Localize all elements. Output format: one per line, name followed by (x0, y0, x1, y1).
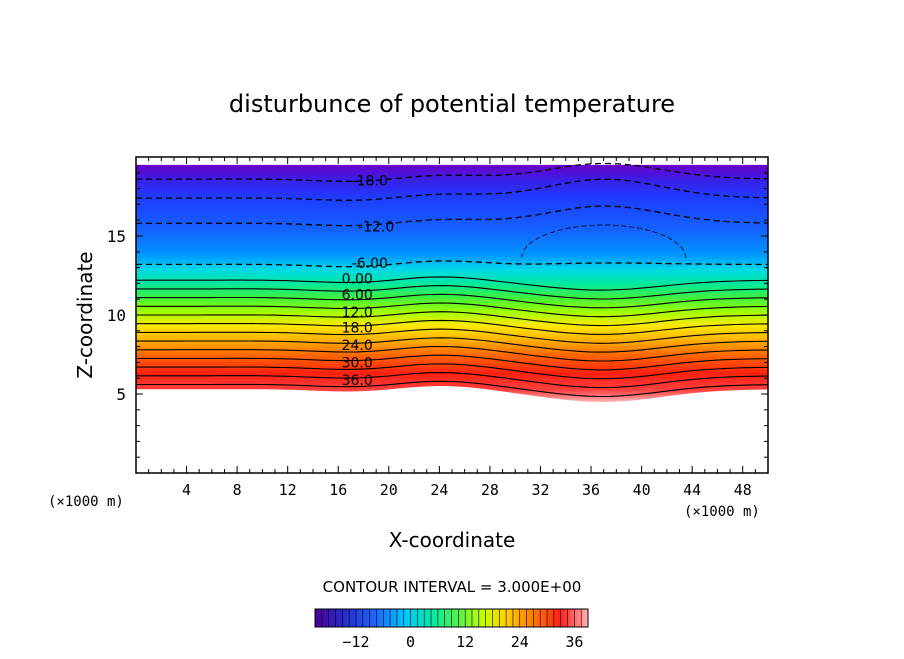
inner-cold-contour (521, 224, 687, 259)
contour-lines (136, 162, 768, 398)
x-tick-label: 28 (481, 481, 499, 499)
contour-label: 6.00 (342, 287, 373, 303)
x-axis-ticks: 4 8 12 16 20 24 28 32 36 40 44 48 (148, 157, 756, 499)
contour-line-positive (136, 372, 768, 389)
contour-label: 0.00 (342, 272, 373, 288)
contour-line-positive (136, 285, 768, 300)
contour-line-positive (136, 276, 768, 291)
contour-line-positive (136, 293, 768, 309)
colorbar-segments (321, 609, 582, 627)
contour-line-positive (136, 345, 768, 362)
contour-label: -6.00 (352, 256, 388, 272)
colorbar-tick-label: 12 (456, 633, 474, 651)
x-tick-label: 48 (734, 481, 752, 499)
chart-title: disturbunce of potential temperature (229, 90, 675, 118)
contour-line-negative (136, 260, 768, 268)
contour-line-positive (136, 380, 768, 398)
x-axis-label: X-coordinate (389, 528, 516, 552)
y-tick-label: 15 (107, 227, 126, 246)
colorbar-tick-label: 36 (565, 633, 583, 651)
contour-label: 30.0 (342, 355, 373, 371)
contour-line-positive (136, 302, 768, 318)
contour-label: 18.0 (342, 321, 373, 337)
x-tick-label: 32 (531, 481, 549, 499)
x-tick-label: 40 (633, 481, 651, 499)
y-tick-label: 10 (107, 306, 126, 325)
x-unit-label-right: (×1000 m) (684, 504, 760, 520)
contour-line-negative (136, 205, 768, 227)
y-axis-label: Z-coordinate (73, 251, 97, 378)
contour-line-positive (136, 363, 768, 380)
contour-line-positive (136, 337, 768, 353)
contour-line-negative (136, 162, 768, 182)
colorbar-tick-label: 0 (406, 633, 415, 651)
colorbar-tick-label: −12 (342, 633, 369, 651)
x-tick-label: 44 (683, 481, 701, 499)
x-unit-label-left: (×1000 m) (48, 494, 124, 510)
contour-labels: -18.0 -12.0 -6.000.006.00 12.018.024.030.0 3… (342, 174, 395, 389)
y-axis-ticks: 5 10 15 (107, 172, 768, 458)
contour-interval-text: CONTOUR INTERVAL = 3.000E+00 (323, 578, 582, 596)
x-tick-label: 4 (182, 481, 191, 499)
x-tick-label: 36 (582, 481, 600, 499)
x-tick-label: 16 (329, 481, 347, 499)
plot-area (136, 162, 768, 402)
contour-label: 12.0 (342, 305, 373, 321)
contour-line-positive (136, 319, 768, 335)
y-tick-label: 5 (116, 385, 126, 404)
contour-line-positive (136, 311, 768, 327)
contour-line-positive (136, 354, 768, 371)
x-tick-label: 20 (380, 481, 398, 499)
contour-label: -12.0 (358, 220, 394, 236)
temperature-field-fill (136, 164, 768, 402)
contour-label: 36.0 (342, 373, 373, 389)
colorbar-ticks: −12 0 12 24 36 (342, 633, 583, 651)
contour-label: 24.0 (342, 338, 373, 354)
x-tick-label: 24 (430, 481, 448, 499)
x-tick-label: 12 (279, 481, 297, 499)
x-tick-label: 8 (233, 481, 242, 499)
contour-line-positive (136, 328, 768, 344)
contour-line-negative (136, 178, 768, 201)
contour-label: -18.0 (352, 174, 388, 190)
colorbar-tick-label: 24 (511, 633, 529, 651)
